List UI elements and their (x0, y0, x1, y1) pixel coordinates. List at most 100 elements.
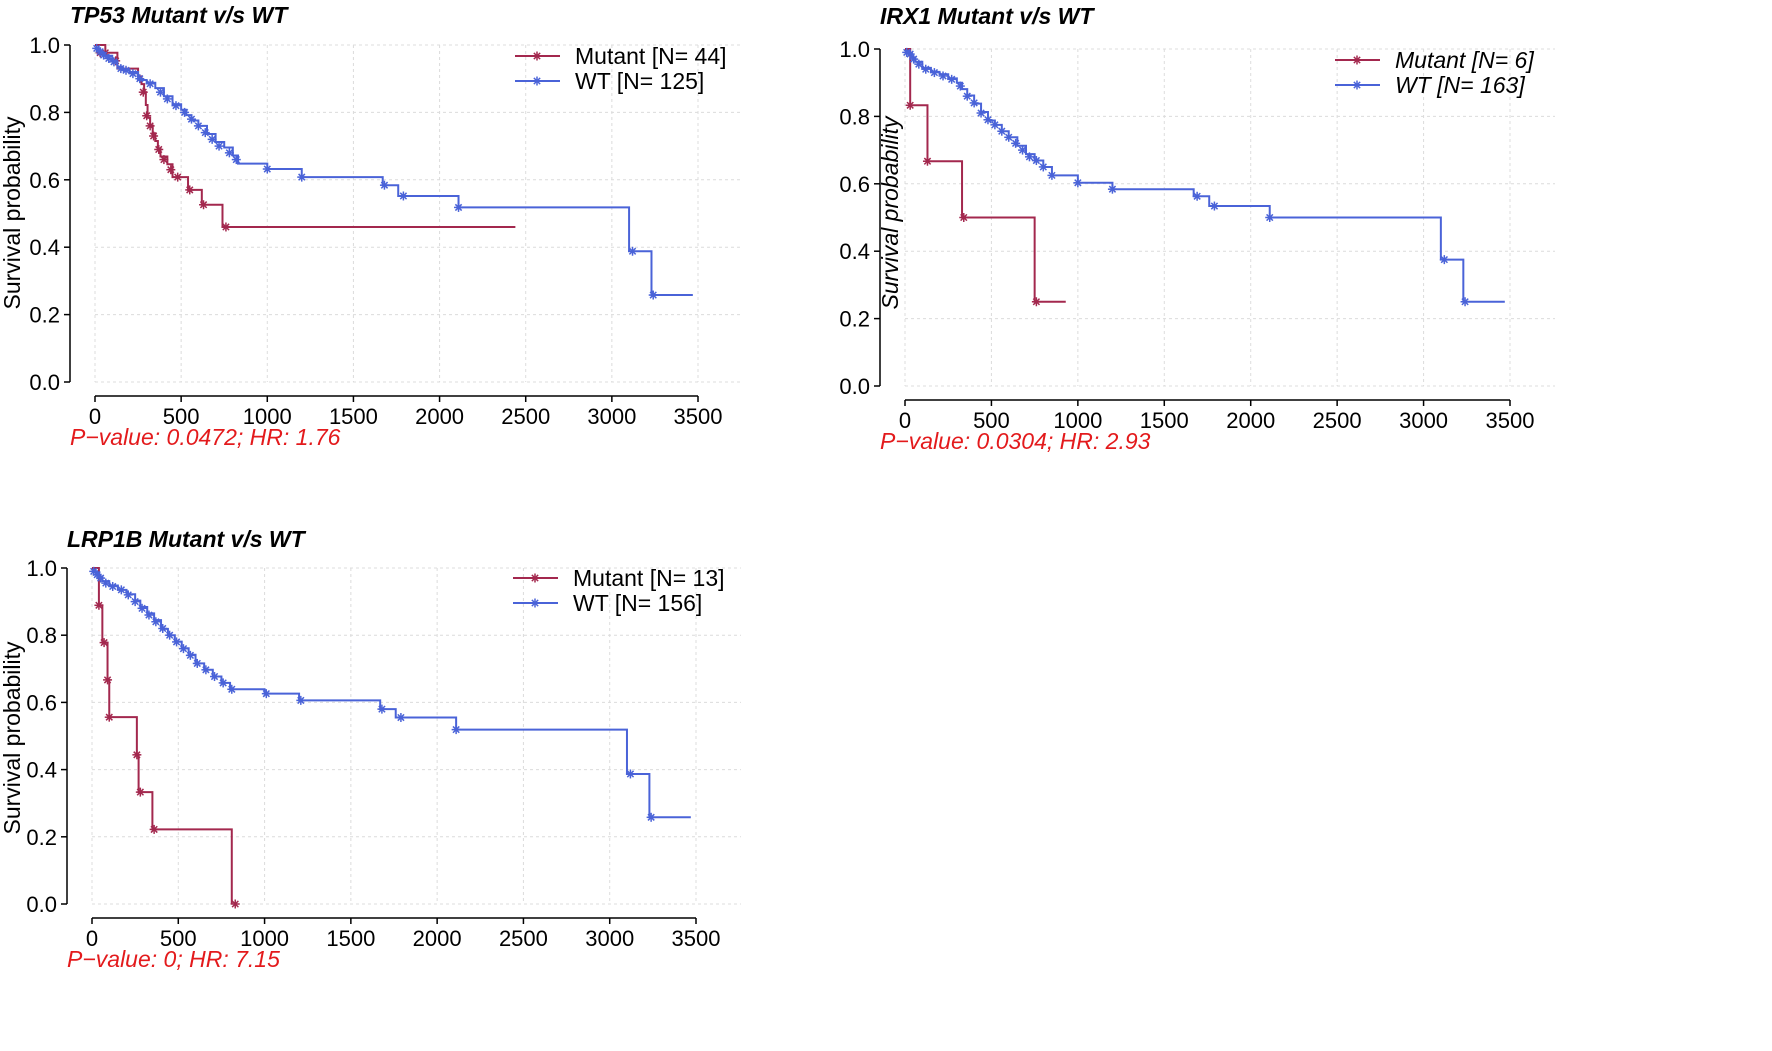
censor-mark (145, 79, 155, 89)
x-tick-label: 2000 (415, 404, 464, 429)
censor-mark (451, 725, 461, 735)
censor-mark (171, 101, 181, 111)
censor-mark (165, 630, 175, 640)
censor-mark (218, 678, 228, 688)
censor-mark (914, 59, 924, 69)
censor-mark (214, 141, 224, 151)
y-tick-label: 0.0 (26, 892, 57, 917)
censor-mark (947, 74, 957, 84)
censor-mark (1047, 170, 1057, 180)
censor-mark (180, 107, 190, 117)
x-tick-label: 1000 (1053, 408, 1102, 433)
censor-mark (976, 108, 986, 118)
censor-mark (109, 57, 119, 67)
legend-marker (530, 598, 540, 608)
y-tick-label: 0.0 (839, 374, 870, 399)
censor-mark (201, 665, 211, 675)
censor-mark (261, 689, 271, 699)
chart-title: TP53 Mutant v/s WT (70, 2, 289, 28)
censor-mark (121, 65, 131, 75)
x-tick-label: 3500 (672, 926, 721, 951)
x-tick-label: 2000 (413, 926, 462, 951)
p-value-annotation: P−value: 0.0472; HR: 1.76 (70, 424, 341, 450)
censor-mark (224, 148, 234, 158)
censor-mark (132, 750, 142, 760)
censor-mark (628, 246, 638, 256)
censor-mark (454, 202, 464, 212)
censor-mark (938, 71, 948, 81)
y-tick-label: 0.6 (29, 168, 60, 193)
x-tick-label: 1500 (326, 926, 375, 951)
legend-marker (1352, 55, 1362, 65)
y-tick-label: 0.4 (26, 758, 57, 783)
y-tick-label: 0.4 (839, 239, 870, 264)
censor-mark (185, 650, 195, 660)
censor-mark (186, 114, 196, 124)
censor-mark (99, 638, 109, 648)
censor-mark (969, 98, 979, 108)
censor-mark (377, 704, 387, 714)
censor-mark (1031, 297, 1041, 307)
censor-mark (230, 899, 240, 909)
censor-mark (1107, 184, 1117, 194)
x-tick-label: 3000 (1399, 408, 1448, 433)
censor-mark (94, 600, 104, 610)
km-plot-lrp1b: LRP1B Mutant v/s WT 0.0 0.2 0.4 0.6 0.8 1.0 0 50… (0, 526, 741, 972)
km-plot-tp53: TP53 Mutant v/s WT 0.0 0.2 0.4 0.6 0.8 1.0 0 500… (0, 2, 743, 450)
x-tick-label: 2500 (501, 404, 550, 429)
censor-mark (625, 769, 635, 779)
p-value-annotation: P−value: 0.0304; HR: 2.93 (880, 428, 1151, 454)
legend-entry-mutant: Mutant [N= 6] (1335, 47, 1534, 73)
censor-mark (1073, 178, 1083, 188)
y-tick-label: 0.8 (29, 100, 60, 125)
censor-mark (997, 126, 1007, 136)
y-tick-label: 1.0 (29, 33, 60, 58)
survival-curve (905, 48, 1066, 303)
x-tick-label: 500 (163, 404, 200, 429)
legend-label: Mutant [N= 6] (1395, 47, 1534, 73)
y-tick-label: 0.8 (26, 623, 57, 648)
chart-title: LRP1B Mutant v/s WT (67, 526, 307, 552)
censor-mark (1004, 132, 1014, 142)
censor-mark (396, 713, 406, 723)
censor-mark (959, 213, 969, 222)
x-tick-label: 3000 (587, 404, 636, 429)
legend-entry-mutant: Mutant [N= 44] (515, 43, 727, 69)
censor-mark (137, 603, 147, 613)
x-tick-label: 500 (973, 408, 1010, 433)
censor-mark (135, 74, 145, 84)
legend-entry-mutant: Mutant [N= 13] (513, 565, 725, 591)
y-tick-label: 0.0 (29, 370, 60, 395)
censor-mark (104, 53, 114, 63)
legend-entry-wt: WT [N= 163] (1335, 72, 1525, 98)
y-tick-label: 0.2 (839, 307, 870, 332)
legend-label: WT [N= 156] (573, 590, 702, 616)
x-tick-label: 0 (89, 404, 101, 429)
censor-mark (178, 644, 188, 654)
censor-mark (162, 94, 172, 104)
censor-mark (103, 675, 113, 685)
censor-mark (159, 155, 169, 165)
censor-mark (905, 49, 915, 59)
censor-mark (1011, 138, 1021, 148)
censor-mark (1209, 201, 1219, 211)
series-mutant (905, 48, 1066, 307)
plot-area: LRP1B Mutant v/s WT 0.0 0.2 0.4 0.6 0.8 1.0 0 50… (0, 526, 741, 972)
y-tick-label: 0.8 (839, 104, 870, 129)
censor-mark (185, 185, 195, 195)
series-mutant (95, 44, 516, 232)
legend-label: WT [N= 163] (1395, 72, 1525, 98)
x-tick-label: 1500 (1140, 408, 1189, 433)
series-wt (902, 47, 1505, 307)
p-value-annotation: P−value: 0; HR: 7.15 (67, 946, 280, 972)
censor-mark (646, 812, 656, 822)
y-tick-label: 0.4 (29, 235, 60, 260)
censor-mark (648, 290, 658, 300)
censor-mark (398, 191, 408, 201)
censor-mark (142, 111, 152, 121)
legend-marker (532, 76, 542, 86)
survival-curve (92, 567, 233, 904)
censor-mark (145, 121, 155, 131)
censor-mark (123, 590, 133, 600)
censor-mark (104, 712, 114, 722)
